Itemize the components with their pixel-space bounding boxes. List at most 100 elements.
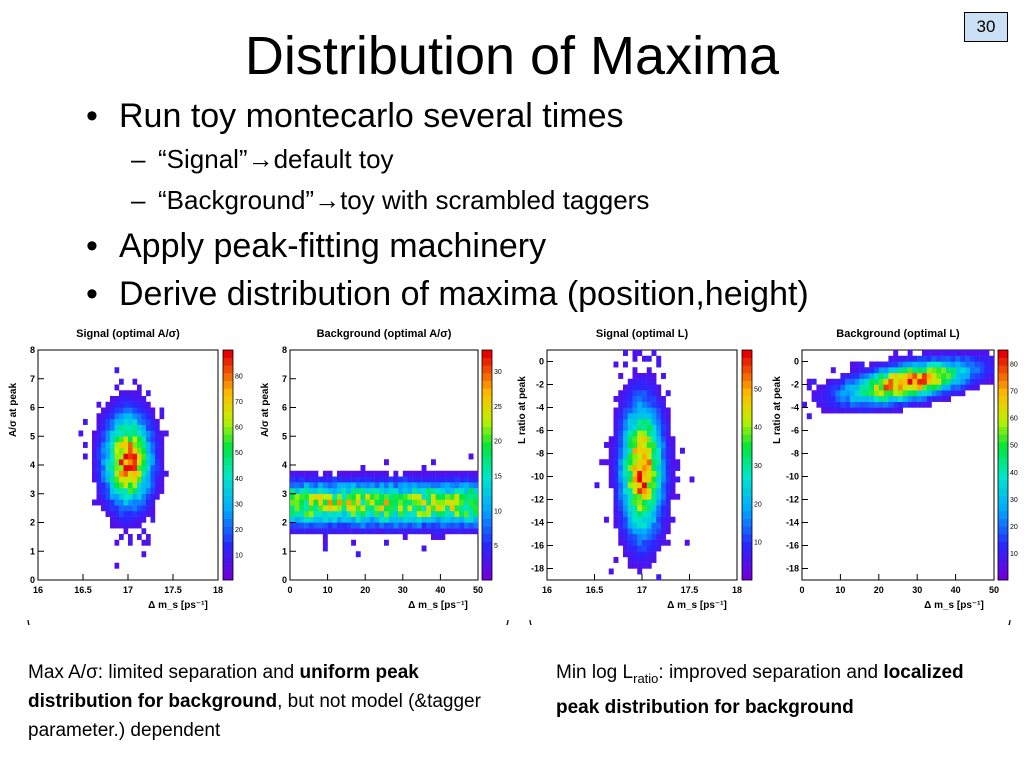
- heatmap-cell: [623, 511, 628, 517]
- colorbar-tick-label: 20: [754, 501, 762, 508]
- heatmap-cell: [105, 430, 111, 437]
- heatmap-cell: [322, 499, 328, 506]
- colorbar-segment: [742, 396, 752, 404]
- colorbar-tick-label: 20: [1010, 524, 1018, 531]
- heatmap-cell: [294, 499, 300, 506]
- heatmap-cell: [141, 442, 147, 448]
- heatmap-cell: [646, 378, 652, 385]
- heatmap-cell: [114, 436, 120, 443]
- heatmap-cell: [322, 482, 328, 489]
- colorbar-segment: [998, 396, 1008, 404]
- heatmap-cell: [374, 476, 380, 483]
- heatmap-cell: [379, 476, 385, 483]
- heatmap-cell: [651, 528, 657, 535]
- heatmap-cell: [608, 476, 614, 483]
- heatmap-cell: [313, 511, 319, 517]
- heatmap-cell: [950, 350, 956, 356]
- colorbar-segment: [482, 419, 492, 427]
- heatmap-cell: [627, 470, 633, 477]
- heatmap-cell: [412, 482, 418, 489]
- heatmap-cell: [110, 436, 115, 443]
- heatmap-cell: [960, 367, 966, 374]
- heatmap-cell: [984, 350, 990, 356]
- heatmap-cell: [155, 419, 160, 425]
- heatmap-cell: [454, 499, 460, 506]
- y-tick-label: -4: [791, 403, 799, 413]
- heatmap-cell: [421, 516, 427, 523]
- heatmap-cell: [613, 516, 619, 523]
- heatmap-cell: [379, 528, 385, 535]
- heatmap-cell: [623, 361, 628, 368]
- colorbar-segment: [742, 564, 752, 573]
- heatmap-cell: [642, 505, 647, 512]
- heatmap-cell: [92, 442, 97, 448]
- heatmap-cell: [402, 499, 408, 506]
- heatmap-cell: [128, 516, 133, 523]
- heatmap-cell: [642, 424, 647, 431]
- heatmap-cell: [416, 499, 422, 506]
- heatmap-cell: [642, 522, 647, 529]
- heatmap-cell: [431, 493, 436, 500]
- heatmap-cell: [802, 401, 807, 408]
- heatmap-cell: [132, 453, 138, 460]
- heatmap-cell: [459, 499, 465, 506]
- heatmap-cell: [332, 488, 338, 494]
- heatmap-cell: [119, 493, 124, 500]
- heatmap-cell: [970, 384, 975, 391]
- y-tick-label: 2: [282, 518, 287, 528]
- heatmap-cell: [155, 470, 160, 477]
- heatmap-cell: [449, 482, 455, 489]
- plots-area: Signal (optimal A/σ) 16 16.5 17 17.5 18 0 1 2 3 4 5…: [0, 325, 1024, 625]
- heatmap-cell: [623, 407, 628, 414]
- x-axis-label: Δ m_s [ps⁻¹]: [924, 600, 984, 611]
- heatmap-cell: [435, 482, 441, 489]
- heatmap-cell: [675, 465, 681, 471]
- heatmap-cell: [845, 401, 851, 408]
- heatmap-cell: [926, 355, 932, 362]
- y-tick-label: 5: [30, 431, 35, 441]
- heatmap-cell: [384, 522, 389, 529]
- heatmap-cell: [864, 407, 870, 414]
- heatmap-cell: [332, 499, 338, 506]
- heatmap-cell: [341, 499, 347, 506]
- heatmap-cell: [869, 378, 875, 385]
- heatmap-cell: [974, 373, 980, 379]
- heatmap-cell: [105, 442, 111, 448]
- colorbar-segment: [742, 434, 752, 443]
- heatmap-cell: [637, 378, 643, 385]
- heatmap-cell: [646, 539, 652, 546]
- heatmap-cell: [337, 516, 342, 523]
- heatmap-cell: [123, 390, 129, 397]
- heatmap-cell: [128, 430, 133, 437]
- heatmap-cell: [642, 493, 647, 500]
- heatmap-cell: [318, 482, 324, 489]
- heatmap-cell: [360, 488, 366, 494]
- heatmap-cell: [632, 534, 638, 540]
- heatmap-cell: [96, 442, 102, 448]
- heatmap-cell: [150, 511, 156, 517]
- heatmap-cell: [627, 551, 633, 558]
- colorbar-segment: [998, 403, 1008, 412]
- heatmap-cell: [141, 516, 147, 523]
- heatmap-cell: [651, 534, 657, 540]
- colorbar-segment: [742, 503, 752, 512]
- heatmap-cell: [632, 516, 638, 523]
- heatmap-cell: [989, 373, 995, 379]
- heatmap-cell: [304, 470, 309, 477]
- y-tick-label: 7: [30, 374, 35, 384]
- heatmap-cell: [119, 413, 124, 420]
- heatmap-cell: [346, 476, 352, 483]
- heatmap-cell: [393, 482, 399, 489]
- heatmap-cell: [159, 470, 165, 477]
- heatmap-cell: [114, 430, 120, 437]
- heatmap-cell: [632, 413, 638, 420]
- colorbar-segment: [742, 526, 752, 535]
- heatmap-cell: [290, 493, 295, 500]
- heatmap-cell: [608, 470, 614, 477]
- colorbar-segment: [998, 388, 1008, 397]
- colorbar-segment: [998, 419, 1008, 427]
- heatmap-cell: [917, 390, 923, 397]
- heatmap-cell: [883, 378, 889, 385]
- bullet-glyph: •: [86, 97, 98, 135]
- heatmap-cell: [670, 470, 676, 477]
